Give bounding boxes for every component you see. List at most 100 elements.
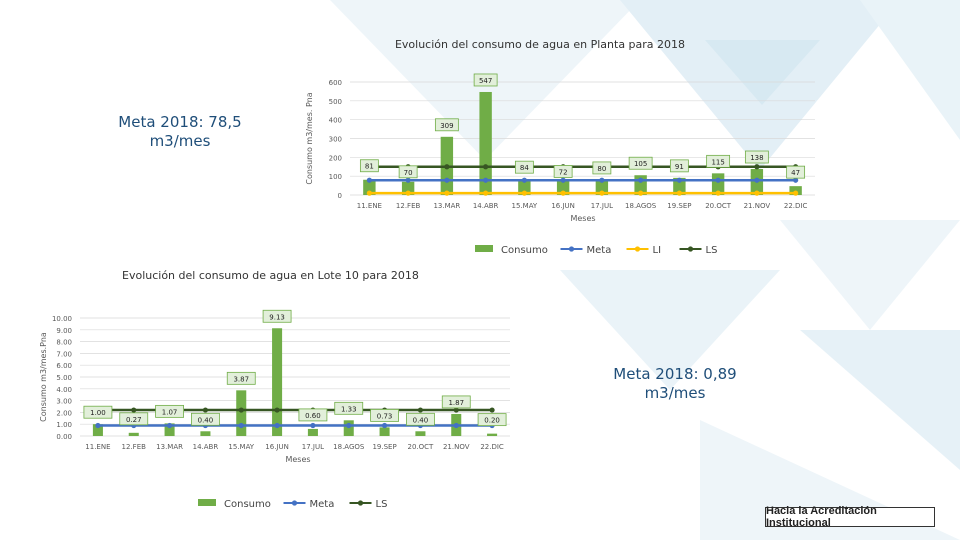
legend-label: Consumo xyxy=(224,499,271,510)
y-axis-label: Consumo m3/mes. Pna xyxy=(305,92,314,184)
data-label: 9.13 xyxy=(269,313,285,321)
marker-ls xyxy=(453,407,459,413)
bar-consumo xyxy=(128,432,139,436)
x-tick-label: 16.JUN xyxy=(265,443,289,451)
data-label-box xyxy=(786,165,806,179)
data-label-box xyxy=(628,156,653,170)
data-label-box xyxy=(434,118,459,132)
marker-ls xyxy=(202,407,209,413)
data-label-box xyxy=(473,73,498,87)
marker-ls xyxy=(238,407,244,413)
data-label-box xyxy=(191,412,220,426)
x-tick-label: 17.JUL xyxy=(591,202,613,210)
bg-triangle xyxy=(705,40,820,105)
x-tick-label: 18.AGOS xyxy=(333,443,365,451)
data-label-box xyxy=(119,412,149,426)
marker-meta xyxy=(346,422,352,429)
bar-consumo xyxy=(401,181,415,195)
y-tick-label: 8.00 xyxy=(56,339,72,347)
marker-meta xyxy=(238,422,244,429)
legend-marker xyxy=(568,246,575,252)
marker-ls xyxy=(489,407,495,413)
bg-triangle xyxy=(780,220,960,330)
bar-consumo xyxy=(518,179,531,195)
marker-li xyxy=(599,190,605,196)
marker-meta xyxy=(599,177,605,183)
marker-meta xyxy=(521,177,527,183)
data-label: 84 xyxy=(520,164,529,172)
legend-label: LS xyxy=(376,499,388,510)
chart-title: Evolución del consumo de agua en Lote 10… xyxy=(122,269,419,282)
data-label: 138 xyxy=(750,154,763,162)
marker-li xyxy=(754,190,760,196)
bg-triangle xyxy=(800,330,960,470)
x-tick-label: 15.MAY xyxy=(512,202,538,210)
bar-consumo xyxy=(556,181,570,195)
bar-consumo xyxy=(272,328,283,436)
data-label-box xyxy=(441,395,471,409)
x-tick-label: 11.ENE xyxy=(357,202,382,210)
marker-ls xyxy=(444,164,450,170)
bar-consumo xyxy=(343,420,354,436)
x-tick-label: 21.NOV xyxy=(744,202,771,210)
marker-li xyxy=(560,190,566,196)
data-label: 0.60 xyxy=(305,412,321,420)
data-label: 309 xyxy=(440,122,453,130)
data-label: 105 xyxy=(634,160,647,168)
marker-ls xyxy=(754,164,760,170)
legend-marker xyxy=(291,500,298,506)
bar-consumo xyxy=(479,91,492,195)
legend-label: Consumo xyxy=(501,245,548,256)
data-label-box xyxy=(83,405,113,419)
data-label-box xyxy=(514,160,534,174)
legend-swatch xyxy=(475,245,493,252)
y-tick-label: 400 xyxy=(329,117,342,125)
data-label: 1.07 xyxy=(162,408,178,416)
x-tick-label: 16.JUN xyxy=(551,202,575,210)
data-label-box xyxy=(370,408,399,422)
legend-label: LS xyxy=(706,245,718,256)
x-axis-label: Meses xyxy=(285,455,310,464)
bar-consumo xyxy=(307,428,318,436)
marker-meta xyxy=(638,177,644,183)
data-label: 1.87 xyxy=(448,399,464,407)
data-label-box xyxy=(262,309,292,323)
bar-consumo xyxy=(673,177,686,195)
bar-consumo xyxy=(200,431,211,436)
data-label: 3.87 xyxy=(233,375,249,383)
y-tick-label: 600 xyxy=(329,79,342,87)
x-tick-label: 13.MAR xyxy=(156,443,183,451)
marker-li xyxy=(444,190,450,196)
marker-meta xyxy=(444,177,450,183)
marker-li xyxy=(793,190,799,196)
bar-consumo xyxy=(379,427,390,436)
x-axis-label: Meses xyxy=(570,214,595,223)
marker-meta xyxy=(366,177,372,183)
legend-item: LS xyxy=(679,245,718,256)
y-tick-label: 0.00 xyxy=(56,433,72,441)
marker-meta xyxy=(381,422,388,429)
marker-meta xyxy=(405,177,411,183)
x-tick-label: 12.FEB xyxy=(122,443,147,451)
y-tick-label: 2.00 xyxy=(56,409,72,417)
data-label: 0.73 xyxy=(377,412,393,420)
data-label-box xyxy=(226,371,256,385)
x-tick-label: 11.ENE xyxy=(85,443,110,451)
x-tick-label: 22.DIC xyxy=(480,443,504,451)
y-tick-label: 300 xyxy=(329,136,342,144)
y-tick-label: 6.00 xyxy=(56,362,72,370)
data-label: 81 xyxy=(365,163,374,171)
marker-li xyxy=(405,190,411,196)
data-label-box xyxy=(406,412,435,426)
data-label: 0.40 xyxy=(198,416,214,424)
y-tick-label: 0 xyxy=(338,192,342,200)
y-tick-label: 7.00 xyxy=(56,350,72,358)
data-label-box xyxy=(669,159,689,173)
data-label-box xyxy=(553,165,573,178)
data-label: 91 xyxy=(675,163,684,171)
x-tick-label: 14.ABR xyxy=(193,443,219,451)
bar-consumo xyxy=(92,424,103,436)
x-tick-label: 12.FEB xyxy=(396,202,421,210)
data-label-box xyxy=(334,401,364,415)
data-label: 547 xyxy=(479,77,492,85)
